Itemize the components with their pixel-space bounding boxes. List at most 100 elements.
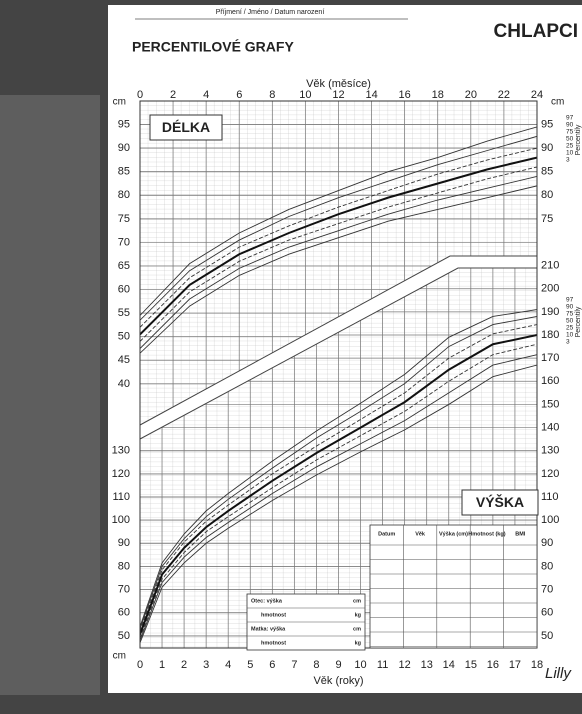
x-tick-label: 7	[291, 659, 297, 671]
x-tick-label: 5	[247, 659, 253, 671]
y-tick-label-right: 90	[541, 537, 553, 549]
percentile-legend: 75	[566, 129, 574, 136]
y-tick-label-right: 210	[541, 259, 559, 271]
x-tick-label: 10	[299, 89, 311, 101]
y-tick-label-right: 170	[541, 352, 559, 364]
x-tick-label: 17	[509, 659, 521, 671]
x-tick-label: 10	[354, 659, 366, 671]
x-tick-label: 2	[181, 659, 187, 671]
y-tick-label-right: 95	[541, 118, 553, 130]
percentile-legend-title: Percentily	[575, 124, 582, 155]
x-axis-title: Věk (měsíce)	[306, 78, 371, 90]
percentile-legend: 25	[566, 325, 574, 332]
x-tick-label: 8	[269, 89, 275, 101]
y-tick-label: 55	[118, 307, 130, 319]
y-tick-label: 80	[118, 560, 130, 572]
logo: Lilly	[545, 665, 572, 682]
y-tick-label-right: 80	[541, 189, 553, 201]
percentile-legend: 50	[566, 136, 574, 143]
x-tick-label: 16	[487, 659, 499, 671]
y-tick-label: 95	[118, 118, 130, 130]
y-tick-label: 75	[118, 213, 130, 225]
x-tick-label: 9	[335, 659, 341, 671]
y-tick-label-right: 160	[541, 375, 559, 387]
x-tick-label: 18	[531, 659, 543, 671]
percentile-legend: 75	[566, 311, 574, 318]
percentile-legend-title: Percentily	[575, 306, 582, 337]
x-tick-label: 11	[377, 659, 388, 671]
x-tick-label: 15	[465, 659, 477, 671]
parents-label: Matka: výška	[251, 626, 286, 632]
y-tick-label-right: 70	[541, 583, 553, 595]
x-tick-label: 16	[399, 89, 411, 101]
percentile-legend: 10	[566, 332, 574, 339]
x-tick-label: 18	[432, 89, 444, 101]
y-tick-label: 100	[112, 514, 130, 526]
y-tick-label-right: 190	[541, 306, 559, 318]
percentile-legend: 25	[566, 143, 574, 150]
y-unit: cm	[551, 97, 564, 108]
y-tick-label-right: 120	[541, 468, 559, 480]
x-tick-label: 3	[203, 659, 209, 671]
percentile-legend: 97	[566, 115, 574, 122]
y-tick-label: 90	[118, 142, 130, 154]
x-tick-label: 2	[170, 89, 176, 101]
y-tick-label-right: 85	[541, 166, 553, 178]
y-tick-label: 110	[112, 491, 130, 503]
percentile-legend: 3	[566, 339, 570, 346]
percentile-legend: 10	[566, 150, 574, 157]
y-tick-label: 50	[118, 331, 130, 343]
percentile-legend: 3	[566, 157, 570, 164]
table-header: Datum	[378, 531, 395, 537]
x-tick-label: 1	[159, 659, 165, 671]
parents-unit: cm	[353, 598, 361, 604]
y-tick-label-right: 75	[541, 213, 553, 225]
x-tick-label: 24	[531, 89, 543, 101]
y-tick-label-right: 180	[541, 329, 559, 341]
y-tick-label: 70	[118, 236, 130, 248]
x-tick-label: 0	[137, 659, 143, 671]
parents-box: Otec: výškacmhmotnostkgMatka: výškacmhmo…	[247, 594, 365, 650]
table-header: Výška (cm)	[439, 531, 468, 537]
y-tick-label-right: 100	[541, 514, 559, 526]
y-tick-label: 40	[118, 378, 130, 390]
parents-label: Otec: výška	[251, 598, 283, 604]
y-tick-label: 60	[118, 607, 130, 619]
y-tick-label-right: 110	[541, 491, 559, 503]
x-tick-label: 22	[498, 89, 510, 101]
y-tick-label: 80	[118, 189, 130, 201]
x-tick-label: 4	[203, 89, 209, 101]
x-tick-label: 14	[443, 659, 455, 671]
parents-label: hmotnost	[261, 612, 286, 618]
y-tick-label-right: 150	[541, 398, 559, 410]
y-tick-label-right: 50	[541, 630, 553, 642]
name-field: Příjmení / Jméno / Datum narození	[216, 9, 325, 16]
y-tick-label: 60	[118, 283, 130, 295]
x-tick-label: 8	[313, 659, 319, 671]
y-tick-label-right: 60	[541, 607, 553, 619]
y-tick-label: 45	[118, 354, 130, 366]
x-tick-label: 6	[269, 659, 275, 671]
y-tick-label-right: 140	[541, 421, 559, 433]
parents-unit: cm	[353, 626, 361, 632]
x-axis-title: Věk (roky)	[313, 675, 363, 687]
table-frame	[370, 525, 537, 648]
parents-unit: kg	[355, 640, 361, 646]
chart-title: DÉLKA	[162, 119, 210, 135]
percentile-legend: 90	[566, 304, 574, 311]
percentile-legend: 50	[566, 318, 574, 325]
y-tick-label-right: 130	[541, 445, 559, 457]
x-tick-label: 4	[225, 659, 231, 671]
y-tick-label: 65	[118, 260, 130, 272]
y-tick-label: 90	[118, 537, 130, 549]
gender: CHLAPCI	[494, 21, 578, 42]
percentile-legend: 97	[566, 297, 574, 304]
y-tick-label: 85	[118, 166, 130, 178]
y-tick-label-right: 80	[541, 560, 553, 572]
y-tick-label: 120	[112, 468, 130, 480]
y-tick-label-right: 90	[541, 142, 553, 154]
page: Příjmení / Jméno / Datum narození PERCEN…	[0, 0, 582, 714]
y-tick-label: 130	[112, 445, 130, 457]
table-header: BMI	[515, 531, 526, 537]
